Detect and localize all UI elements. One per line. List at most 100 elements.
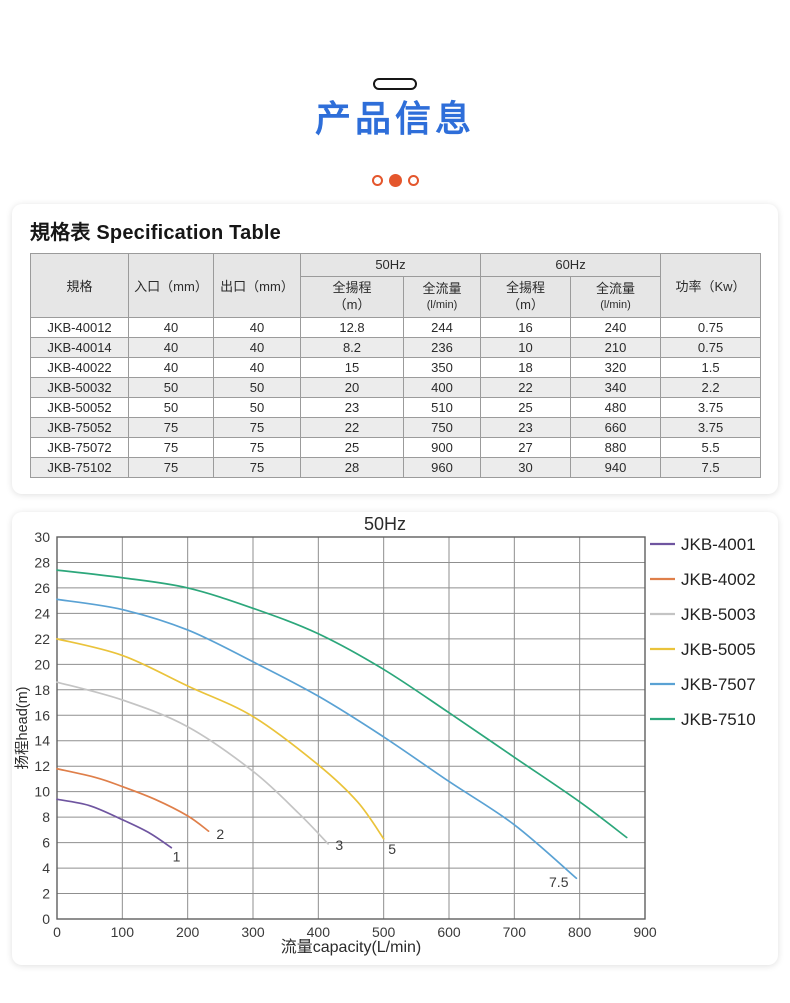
table-cell: 5.5: [660, 436, 762, 458]
table-cell: 28: [300, 456, 404, 478]
table-cell: 75: [128, 456, 214, 478]
y-tick-label: 22: [34, 630, 50, 646]
table-row: JKB-50032 50 50 20 400 22 340 2.2: [30, 376, 762, 398]
x-tick-label: 500: [372, 924, 396, 940]
table-cell: 40: [213, 316, 301, 338]
x-tick-label: 100: [111, 924, 135, 940]
y-tick-label: 12: [34, 758, 50, 774]
dot-outline-icon: [371, 175, 383, 187]
y-tick-label: 6: [42, 834, 50, 850]
curve-JKB-5003: [56, 680, 329, 845]
x-axis-label: 流量capacity(L/min): [281, 938, 421, 956]
x-tick-label: 400: [307, 924, 331, 940]
table-cell: 0.75: [660, 336, 762, 358]
table-cell: JKB-75052: [30, 416, 129, 438]
col-header-50hz: 50Hz: [299, 252, 482, 277]
table-cell: JKB-50052: [30, 396, 129, 418]
table-row: JKB-75052 75 75 22 750 23 660 3.75: [30, 416, 762, 438]
y-tick-label: 4: [42, 860, 50, 876]
table-cell: 900: [402, 436, 482, 458]
col-header-spec: 規格: [30, 252, 129, 318]
table-cell: 22: [300, 416, 404, 438]
table-cell: 23: [480, 416, 572, 438]
table-cell: 25: [480, 396, 572, 418]
table-cell: 20: [300, 376, 404, 398]
table-cell: 3.75: [660, 416, 762, 438]
table-cell: 480: [570, 396, 662, 418]
table-cell: 960: [402, 456, 482, 478]
x-tick-label: 600: [437, 924, 461, 940]
curve-label-2: 2: [216, 825, 224, 841]
curve-JKB-4001: [56, 798, 173, 849]
legend-label-JKB-5005: JKB-5005: [681, 640, 756, 659]
pump-curve-panel: 0 100 200 300 400 500 600 700 800 900 0 2 4 6 8 10 12 14 1…: [12, 511, 778, 965]
y-tick-label: 28: [34, 554, 50, 570]
table-cell: 40: [128, 336, 214, 358]
x-tick-label: 300: [241, 924, 265, 940]
y-tick-label: 10: [34, 783, 50, 799]
table-cell: 16: [480, 316, 572, 338]
table-cell: 50: [213, 396, 301, 418]
table-cell: 50: [128, 396, 214, 418]
table-cell: 2.2: [660, 376, 762, 398]
y-tick-label: 8: [42, 809, 50, 825]
table-cell: 75: [213, 416, 301, 438]
spec-table-panel: 規格表 Specification Table 規格 入口（mm） 出口（mm）…: [12, 203, 778, 494]
table-cell: 12.8: [300, 316, 404, 338]
page-title: 产品信息: [314, 98, 475, 139]
table-cell: JKB-40014: [30, 336, 129, 358]
table-cell: 18: [480, 356, 572, 378]
table-cell: JKB-75072: [30, 436, 129, 458]
col-header-head-50: 全揚程 （m）: [300, 275, 404, 318]
legend-label-JKB-7507: JKB-7507: [681, 675, 756, 694]
col-header-outlet: 出口（mm）: [213, 252, 301, 318]
col-header-60hz: 60Hz: [480, 252, 662, 277]
curve-JKB-7507: [56, 598, 578, 879]
table-cell: 350: [402, 356, 482, 378]
y-tick-label: 14: [34, 732, 50, 748]
table-cell: 320: [570, 356, 662, 378]
curve-label-7.5: 7.5: [549, 874, 569, 890]
table-cell: 510: [402, 396, 482, 418]
y-tick-label: 2: [42, 885, 50, 901]
table-cell: 880: [570, 436, 662, 458]
page-header: 产品信息: [0, 0, 790, 189]
pump-curve-chart: 0 100 200 300 400 500 600 700 800 900024681012141…: [14, 514, 756, 956]
table-row: JKB-50052 50 50 23 510 25 480 3.75: [30, 396, 762, 418]
x-tick-label: 200: [176, 924, 200, 940]
table-cell: 10: [480, 336, 572, 358]
table-cell: 40: [213, 356, 301, 378]
curve-label-5: 5: [388, 841, 396, 857]
table-cell: 660: [570, 416, 662, 438]
table-cell: 3.75: [660, 396, 762, 418]
y-tick-label: 24: [34, 605, 50, 621]
pill-decoration-icon: [373, 78, 417, 90]
col-header-power: 功率（Kw）: [660, 252, 762, 318]
table-cell: 1.5: [660, 356, 762, 378]
table-cell: 75: [128, 416, 214, 438]
table-cell: 23: [300, 396, 404, 418]
table-cell: 236: [402, 336, 482, 358]
table-cell: 8.2: [300, 336, 404, 358]
table-cell: JKB-50032: [30, 376, 129, 398]
table-cell: 50: [213, 376, 301, 398]
table-cell: JKB-40022: [30, 356, 129, 378]
curve-label-3: 3: [335, 837, 343, 853]
col-header-flow-50: 全流量 (l/min): [402, 275, 482, 318]
y-tick-label: 26: [34, 580, 50, 596]
x-tick-label: 900: [633, 924, 657, 940]
table-cell: 400: [402, 376, 482, 398]
table-cell: 40: [128, 316, 214, 338]
plot-border: [56, 535, 646, 920]
table-cell: 210: [570, 336, 662, 358]
spec-table-body: JKB-40012 40 40 12.8 244 16 240 0.75 JKB-40014 40…: [30, 316, 762, 478]
legend-label-JKB-7510: JKB-7510: [681, 710, 756, 729]
table-cell: 22: [480, 376, 572, 398]
table-cell: 15: [300, 356, 404, 378]
table-cell: 27: [480, 436, 572, 458]
legend-label-JKB-5003: JKB-5003: [681, 605, 756, 624]
col-header-head-60: 全揚程 （m）: [480, 275, 572, 318]
table-cell: 240: [570, 316, 662, 338]
table-cell: 7.5: [660, 456, 762, 478]
table-cell: JKB-40012: [30, 316, 129, 338]
